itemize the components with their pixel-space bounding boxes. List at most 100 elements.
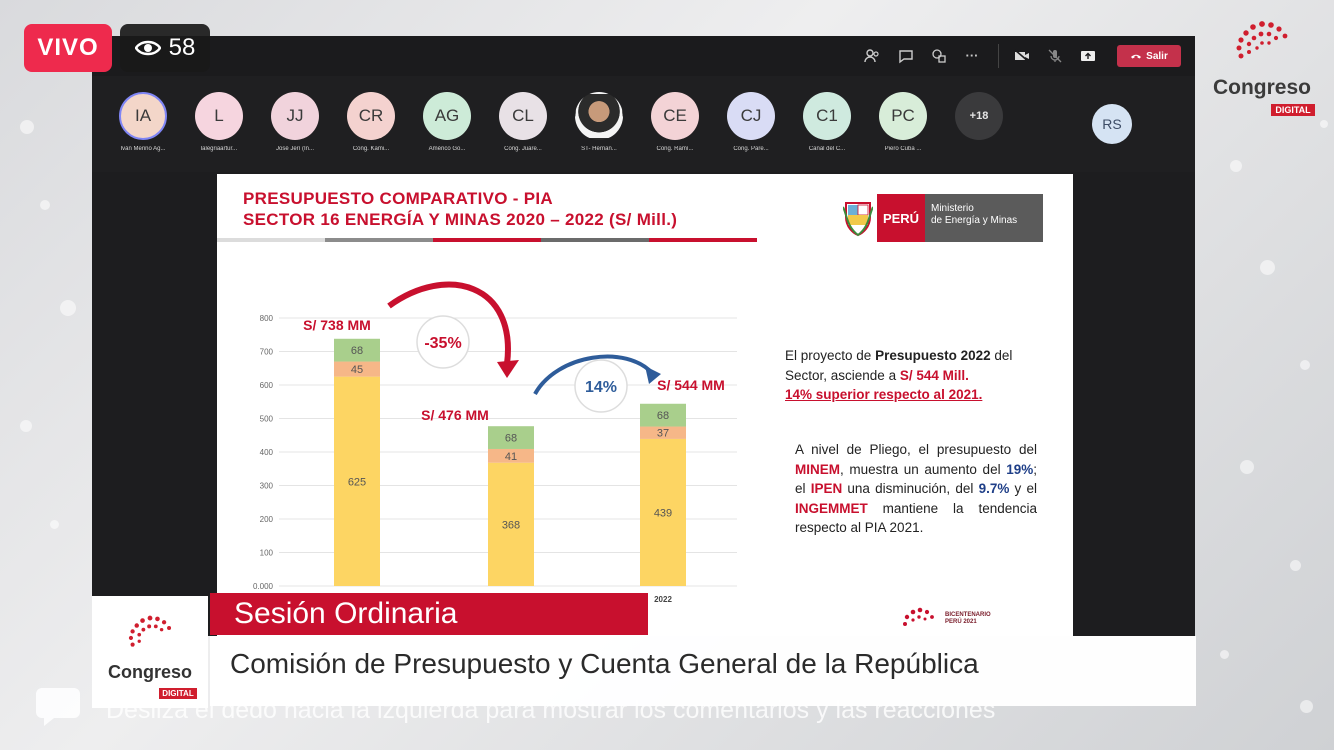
congreso-swirl-icon <box>1236 21 1288 59</box>
participant-tile[interactable]: JJ José Jerí (In... <box>259 92 331 172</box>
bar-segment-ipen <box>488 448 534 463</box>
bar-value-label: 68 <box>657 410 669 422</box>
detail-minem-pct: 19% <box>1006 461 1034 477</box>
participant-name: José Jerí (In... <box>275 146 314 152</box>
bicentenario-line1: BICENTENARIO <box>945 612 991 618</box>
participant-avatar[interactable]: CR <box>347 92 395 140</box>
decrease-arrow <box>387 281 511 365</box>
participant-name: lalegriaartur... <box>200 146 238 152</box>
participant-avatar[interactable]: PC <box>879 92 927 140</box>
participant-avatar[interactable]: CL <box>499 92 547 140</box>
viewer-count: 58 <box>120 24 210 72</box>
participant-tile[interactable]: CJ Cong. Pare... <box>715 92 787 172</box>
participant-tile[interactable]: C1 Canal del C... <box>791 92 863 172</box>
eye-icon <box>134 40 161 56</box>
viewer-count-value: 58 <box>168 34 196 61</box>
participant-avatar[interactable]: JJ <box>271 92 319 140</box>
more-options-icon[interactable]: ··· <box>965 48 979 63</box>
participant-avatar-rs[interactable]: RS <box>1092 104 1132 144</box>
leave-button[interactable]: Salir <box>1117 45 1181 67</box>
swipe-hint: Desliza el dedo hacia la izquierda para … <box>106 696 996 724</box>
chat-icon[interactable] <box>898 48 914 64</box>
y-tick-label: 500 <box>260 415 274 424</box>
y-tick-label: 600 <box>260 381 274 390</box>
participant-tile[interactable]: AG Américo Go... <box>411 92 483 172</box>
participant-tile[interactable]: IA Iván Merino Ag... <box>107 92 179 172</box>
participant-avatar[interactable]: CJ <box>727 92 775 140</box>
detail-text-4: una disminución, del <box>842 481 979 496</box>
y-tick-label: 100 <box>260 549 274 558</box>
bar-value-label: 41 <box>505 451 517 463</box>
participant-tile[interactable]: ST- Hernan... <box>563 92 635 172</box>
budget-chart: 0.00010020030040050060070080062545682020… <box>253 281 737 624</box>
participant-avatar[interactable]: AG <box>423 92 471 140</box>
y-tick-label: 800 <box>260 314 274 323</box>
decrease-arrowhead <box>497 360 519 378</box>
session-title: Sesión Ordinaria <box>210 593 648 635</box>
detail-ingemmet: INGEMMET <box>795 500 868 516</box>
commission-title: Comisión de Presupuesto y Cuenta General… <box>210 636 1196 706</box>
summary-text-2: del Sector, asciende a <box>785 348 1013 383</box>
detail-text-2: , muestra un aumento del <box>840 461 1007 477</box>
participant-avatar[interactable] <box>575 92 623 140</box>
congreso-swirl-icon <box>128 615 172 647</box>
title-underline <box>217 238 757 242</box>
detail-text-6: mantiene la tendencia respecto al PIA 20… <box>795 500 1037 536</box>
bar-segment-minem <box>640 438 686 586</box>
summary-highlight-amount: S/ 544 Mill. <box>899 367 969 383</box>
participant-avatar[interactable]: CE <box>651 92 699 140</box>
ministry-line2: de Energía y Minas <box>931 215 1018 226</box>
camera-off-icon[interactable] <box>1014 48 1030 64</box>
shared-slide: PRESUPUESTO COMPARATIVO - PIA SECTOR 16 … <box>217 174 1073 636</box>
meeting-toolbar: ··· Salir <box>92 36 1195 76</box>
participant-avatar[interactable]: IA <box>119 92 167 140</box>
live-badge: VIVO <box>24 24 112 72</box>
participant-name: Cong. Ramí... <box>656 146 694 152</box>
y-tick-label: 400 <box>260 448 274 457</box>
ministry-label: Ministerio de Energía y Minas <box>925 194 1043 242</box>
participant-name: Piero Cuba ... <box>884 146 922 152</box>
reactions-icon[interactable] <box>931 48 947 64</box>
participant-avatar[interactable]: L <box>195 92 243 140</box>
more-participants-button[interactable]: +18 <box>955 92 1003 140</box>
participant-name: Iván Merino Ag... <box>120 146 166 152</box>
participant-name: Cong. Kami... <box>352 146 390 152</box>
annotation-label: -35% <box>424 335 461 352</box>
bar-segment-ipen <box>334 361 380 377</box>
participant-tile[interactable]: PC Piero Cuba ... <box>867 92 939 172</box>
slide-title-line1: PRESUPUESTO COMPARATIVO - PIA <box>243 189 554 208</box>
bar-segment-minem <box>488 462 534 586</box>
comment-bubble-icon[interactable] <box>34 686 82 728</box>
congreso-wordmark: Congreso <box>107 662 192 682</box>
summary-highlight-budget: Presupuesto 2022 <box>875 348 991 363</box>
bar-value-label: 625 <box>348 476 366 488</box>
participant-tile[interactable]: +18 <box>943 92 1015 172</box>
summary-text-1: El proyecto de <box>785 348 876 363</box>
slide-title-line2: SECTOR 16 ENERGÍA Y MINAS 2020 – 2022 (S… <box>243 210 678 229</box>
participant-tile[interactable]: CR Cong. Kami... <box>335 92 407 172</box>
y-tick-label: 300 <box>260 482 274 491</box>
annotation-label: 14% <box>585 379 617 396</box>
people-icon[interactable] <box>864 48 880 64</box>
bar-value-label: 439 <box>654 507 672 519</box>
peru-label: PERÚ <box>877 194 925 242</box>
participant-avatar[interactable]: C1 <box>803 92 851 140</box>
detail-text-1: A nivel de Pliego, el presupuesto del <box>795 442 1037 457</box>
summary-highlight-growth: 14% superior respecto al 2021. <box>785 387 983 402</box>
participant-tile[interactable]: CL Cong. Juare... <box>487 92 559 172</box>
participant-name: Canal del C... <box>808 146 846 152</box>
y-tick-label: 700 <box>260 348 274 357</box>
detail-ipen: IPEN <box>810 481 843 496</box>
total-label: S/ 544 MM <box>657 377 725 393</box>
increase-arrowhead <box>645 366 661 384</box>
share-screen-icon[interactable] <box>1080 48 1096 64</box>
participant-tile[interactable]: CE Cong. Ramí... <box>639 92 711 172</box>
bar-value-label: 37 <box>657 428 669 440</box>
mic-off-icon[interactable] <box>1047 48 1063 64</box>
participant-name: Cong. Juare... <box>504 146 542 152</box>
participant-name: ST- Hernan... <box>581 146 617 152</box>
detail-ipen-pct: 9.7% <box>978 481 1010 496</box>
congreso-wordmark: Congreso <box>1212 76 1311 99</box>
